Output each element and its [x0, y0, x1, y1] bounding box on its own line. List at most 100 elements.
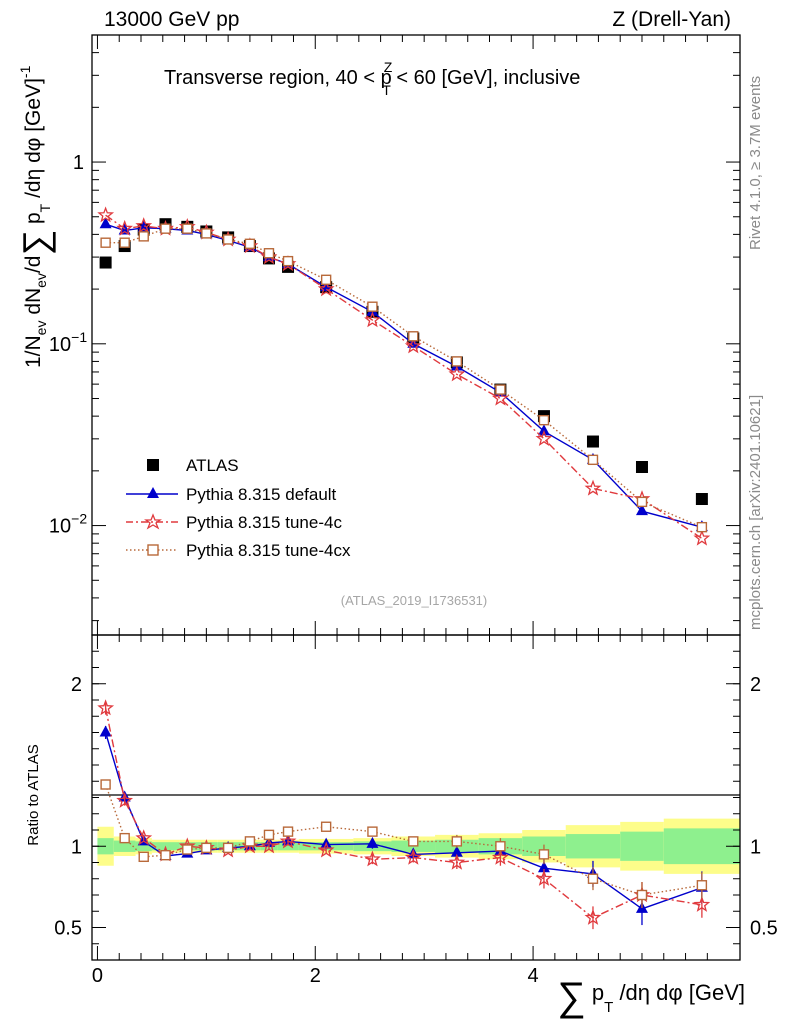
ratio-point-s2 — [279, 832, 297, 849]
ratio-point-s2 — [364, 850, 381, 867]
main-point-s3 — [451, 356, 463, 367]
ratio-point-s2 — [97, 699, 115, 716]
ratio-point-s3 — [244, 836, 256, 847]
main-point-s3 — [495, 384, 506, 395]
main-point-s3 — [138, 231, 149, 242]
main-point-s1 — [99, 217, 112, 229]
xaxis-label: ∑ pT /dη dφ [GeV] — [557, 975, 745, 1019]
ratio-band-inner — [277, 842, 299, 851]
main-point-s0 — [99, 256, 112, 269]
main-point-s0 — [695, 493, 708, 506]
ratio-ytick-label-right: 1 — [750, 836, 761, 858]
main-point-s2 — [491, 389, 509, 406]
main-point-s1 — [537, 424, 550, 436]
ratio-point-s2 — [491, 848, 509, 865]
main-point-s3 — [201, 228, 212, 239]
analysis-watermark: (ATLAS_2019_I1736531) — [341, 593, 487, 608]
ratio-point-s3 — [160, 849, 171, 861]
ratio-point-s2 — [448, 853, 466, 870]
main-point-s3 — [119, 237, 130, 248]
main-point-s3 — [538, 414, 550, 426]
legend-tune4c-marker — [144, 513, 162, 530]
ratio-point-s1 — [366, 836, 379, 848]
process-label: Z (Drell-Yan) — [612, 8, 731, 31]
main-point-s3 — [182, 223, 193, 234]
main-point-s2 — [693, 529, 711, 546]
ratio-point-s2 — [404, 848, 422, 865]
ratio-point-s2 — [317, 841, 335, 858]
ratio-point-s3 — [182, 844, 193, 855]
ratio-point-s3 — [100, 779, 111, 790]
ratio-point-s1 — [450, 845, 463, 857]
ratio-point-s3 — [201, 842, 212, 854]
ratio-xtick-label: 4 — [528, 965, 539, 987]
main-line-1 — [105, 223, 703, 528]
main-point-s3 — [100, 237, 111, 248]
ratio-point-s2 — [116, 791, 134, 808]
legend-atlas-marker — [147, 459, 159, 471]
ratio-xtick-label: 2 — [310, 965, 321, 987]
ratio-point-s2 — [584, 908, 602, 925]
main-point-s3 — [587, 454, 599, 466]
ratio-point-s2 — [260, 837, 278, 854]
ratio-point-s3 — [138, 851, 149, 863]
main-point-s3 — [263, 248, 275, 259]
main-ylabel: 1/Nev dNev/d∑ pT /dη dφ [GeV]-1 — [15, 65, 56, 368]
main-line-3 — [105, 227, 703, 528]
ratio-point-s1 — [99, 725, 112, 737]
ratio-point-s3 — [119, 832, 130, 844]
rivet-label: Rivet 4.1.0, ≥ 3.7M events — [747, 76, 764, 250]
main-point-s3 — [282, 255, 294, 267]
ratio-line-1 — [104, 732, 703, 910]
ratio-point-s3 — [538, 849, 550, 860]
main-point-s3 — [160, 223, 171, 234]
ratio-ytick-label: 0.5 — [54, 918, 82, 940]
ratio-point-s3 — [587, 873, 599, 884]
main-point-s2 — [135, 217, 153, 234]
ratio-band-inner — [565, 834, 621, 859]
ratio-point-s2 — [535, 869, 553, 886]
main-point-s3 — [636, 496, 648, 508]
ratio-point-s3 — [495, 841, 506, 852]
mcplots-label: mcplots.cern.ch [arXiv:2401.10621] — [747, 395, 764, 630]
ratio-point-s3 — [367, 826, 378, 837]
ratio-point-s3 — [320, 821, 332, 832]
legend-default-marker — [147, 487, 159, 498]
ratio-band-inner — [135, 841, 152, 852]
main-point-s1 — [635, 504, 648, 516]
main-point-s1 — [320, 280, 333, 292]
main-point-s2 — [116, 219, 134, 236]
ratio-point-s3 — [451, 836, 463, 847]
main-point-s2 — [448, 365, 466, 382]
main-point-s2 — [404, 337, 422, 354]
ratio-ylabel: Ratio to ATLAS — [25, 744, 42, 845]
ratio-panel: 0.5 0.5 1 1 2 2 0 2 4 Ratio to ATLAS ∑ pT /dη dφ… — [25, 634, 778, 1019]
ratio-point-s3 — [636, 889, 648, 901]
main-point-s2 — [364, 311, 381, 328]
ratio-point-s3 — [222, 842, 234, 854]
ratio-point-s2 — [693, 895, 711, 912]
ratio-point-s3 — [408, 836, 419, 847]
main-point-s2 — [584, 479, 602, 496]
main-point-s3 — [320, 274, 332, 285]
ratio-point-s3 — [282, 826, 294, 837]
legend-tune4cx: Pythia 8.315 tune-4cx — [186, 541, 351, 560]
ratio-band-inner — [113, 840, 136, 852]
legend-atlas: ATLAS — [186, 456, 239, 475]
main-point-s0 — [586, 435, 599, 448]
ratio-ytick-label-right: 2 — [750, 674, 761, 696]
legend: ATLAS Pythia 8.315 default Pythia 8.315 … — [126, 456, 351, 560]
main-title: Transverse region, 40 < pZ T < 60 [GeV], … — [164, 59, 580, 98]
ratio-point-s3 — [696, 880, 708, 891]
main-point-s3 — [222, 234, 234, 245]
main-panel: 10−2 10−1 1 Transverse region, 40 < pZ T < … — [15, 34, 741, 636]
energy-label: 13000 GeV pp — [104, 8, 239, 31]
ratio-point-s3 — [263, 829, 275, 841]
ratio-point-s2 — [135, 829, 153, 846]
main-point-s3 — [696, 521, 708, 533]
legend-tune4c: Pythia 8.315 tune-4c — [186, 513, 342, 532]
legend-tune4cx-marker — [147, 544, 159, 556]
main-point-s2 — [317, 280, 335, 297]
main-point-s3 — [367, 301, 378, 312]
